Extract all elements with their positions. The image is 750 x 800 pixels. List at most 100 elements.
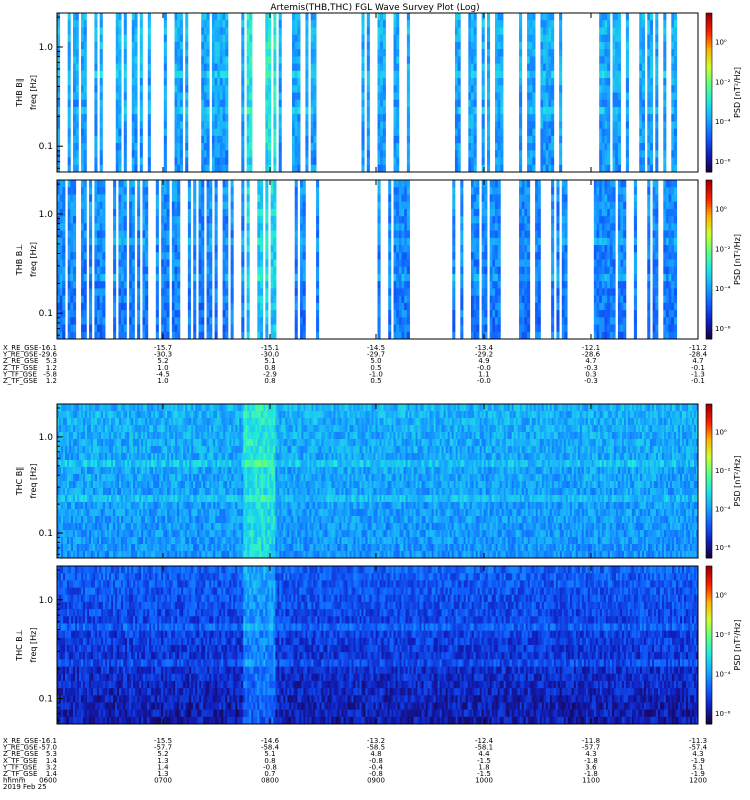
spectrogram-cell — [481, 208, 485, 217]
spectrogram-cell — [497, 70, 501, 79]
spectrogram-cell — [89, 259, 93, 268]
spectrogram-cell — [93, 460, 96, 468]
spectrogram-cell — [95, 530, 98, 538]
spectrogram-cell — [460, 187, 464, 195]
spectrogram-cell — [185, 135, 189, 144]
spectrogram-cell — [246, 56, 250, 64]
spectrogram-cell — [97, 180, 101, 188]
spectrogram-cell — [460, 288, 464, 297]
spectrogram-cell — [113, 223, 117, 231]
spectrogram-cell — [313, 34, 317, 43]
spectrogram-cell — [174, 49, 178, 57]
spectrogram-cell — [519, 237, 523, 246]
spectrogram-cell — [382, 41, 386, 50]
spectrogram-cell — [249, 121, 253, 130]
spectrogram-cell — [470, 310, 475, 318]
spectrogram-cell — [615, 99, 619, 108]
spectrogram-cell — [241, 85, 245, 93]
spectrogram-cell — [75, 114, 79, 122]
spectrogram-cell — [109, 411, 112, 419]
spectrogram-cell — [161, 245, 165, 253]
spectrogram-cell — [564, 180, 568, 188]
spectrogram-cell — [129, 317, 133, 325]
colorbar-step — [706, 169, 712, 173]
spectrogram-cell — [551, 121, 555, 130]
spectrogram-cell — [617, 135, 621, 144]
spectrogram-cell — [94, 70, 98, 79]
spectrogram-cell — [623, 252, 627, 260]
spectrogram-cell — [259, 331, 264, 340]
spectrogram-cell — [652, 230, 656, 239]
spectrogram-cell — [401, 266, 405, 275]
spectrogram-cell — [107, 425, 110, 433]
spectrogram-cell — [174, 56, 178, 64]
spectrogram-cell — [292, 27, 296, 36]
spectrogram-cell — [206, 27, 210, 36]
spectrogram-cell — [222, 78, 226, 86]
spectrogram-cell — [73, 295, 77, 304]
spectrogram-cell — [81, 85, 85, 93]
spectrogram-cell — [139, 41, 143, 50]
spectrogram-cell — [268, 27, 272, 36]
spectrogram-cell — [527, 128, 531, 137]
spectrogram-cell — [519, 150, 523, 158]
spectrogram-cell — [59, 281, 63, 289]
spectrogram-cell — [99, 201, 103, 210]
colorbar-step — [706, 251, 712, 255]
spectrogram-cell — [561, 273, 565, 282]
spectrogram-cell — [85, 425, 88, 433]
spectrogram-cell — [404, 180, 408, 188]
spectrogram-cell — [487, 114, 491, 122]
spectrogram-cell — [545, 56, 549, 64]
spectrogram-cell — [652, 223, 656, 231]
spectrogram-cell — [527, 208, 531, 217]
colorbar-step — [706, 23, 712, 27]
spectrogram-cell — [599, 194, 603, 203]
spectrogram-cell — [548, 63, 552, 72]
spectrogram-cell — [57, 99, 61, 108]
spectrogram-cell — [268, 150, 272, 158]
spectrogram-cell — [406, 164, 410, 173]
spectrogram-cell — [134, 121, 138, 130]
spectrogram-cell — [117, 551, 120, 559]
spectrogram-cell — [119, 418, 122, 426]
spectrogram-cell — [527, 259, 531, 268]
spectrogram-cell — [604, 310, 608, 318]
spectrogram-cell — [94, 310, 98, 318]
spectrogram-cell — [519, 49, 523, 57]
spectrogram-cell — [561, 230, 565, 239]
spectrogram-cell — [647, 259, 651, 268]
spectrogram-cell — [527, 85, 531, 93]
spectrogram-cell — [473, 317, 477, 325]
spectrogram-cell — [214, 164, 218, 173]
spectrogram-cell — [623, 208, 627, 217]
spectrogram-cell — [548, 49, 552, 57]
spectrogram-cell — [89, 411, 92, 419]
spectrogram-cell — [473, 223, 477, 231]
spectrogram-cell — [70, 216, 74, 224]
spectrogram-cell — [556, 187, 560, 195]
colorbar-step — [706, 211, 712, 215]
spectrogram-cell — [545, 13, 549, 21]
spectrogram-cell — [561, 295, 565, 304]
spectrogram-cell — [294, 331, 298, 340]
spectrogram-cell — [393, 56, 397, 64]
spectrogram-cell — [454, 49, 459, 57]
spectrogram-cell — [246, 85, 250, 93]
spectrogram-cell — [663, 259, 667, 268]
spectrogram-cell — [377, 187, 381, 195]
spectrogram-cell — [222, 41, 226, 50]
spectrogram-cell — [57, 302, 61, 311]
spectrogram-cell — [265, 164, 269, 173]
spectrogram-cell — [652, 302, 656, 311]
spectrogram-cell — [454, 121, 459, 130]
spectrogram-cell — [118, 201, 122, 210]
spectrogram-cell — [63, 418, 66, 426]
spectrogram-cell — [59, 208, 63, 217]
spectrogram-cell — [612, 20, 616, 28]
spectrogram-cell — [519, 78, 523, 86]
spectrogram-cell — [155, 252, 159, 260]
spectrogram-cell — [214, 63, 218, 72]
spectrogram-cell — [297, 13, 301, 21]
spectrogram-cell — [607, 302, 611, 311]
